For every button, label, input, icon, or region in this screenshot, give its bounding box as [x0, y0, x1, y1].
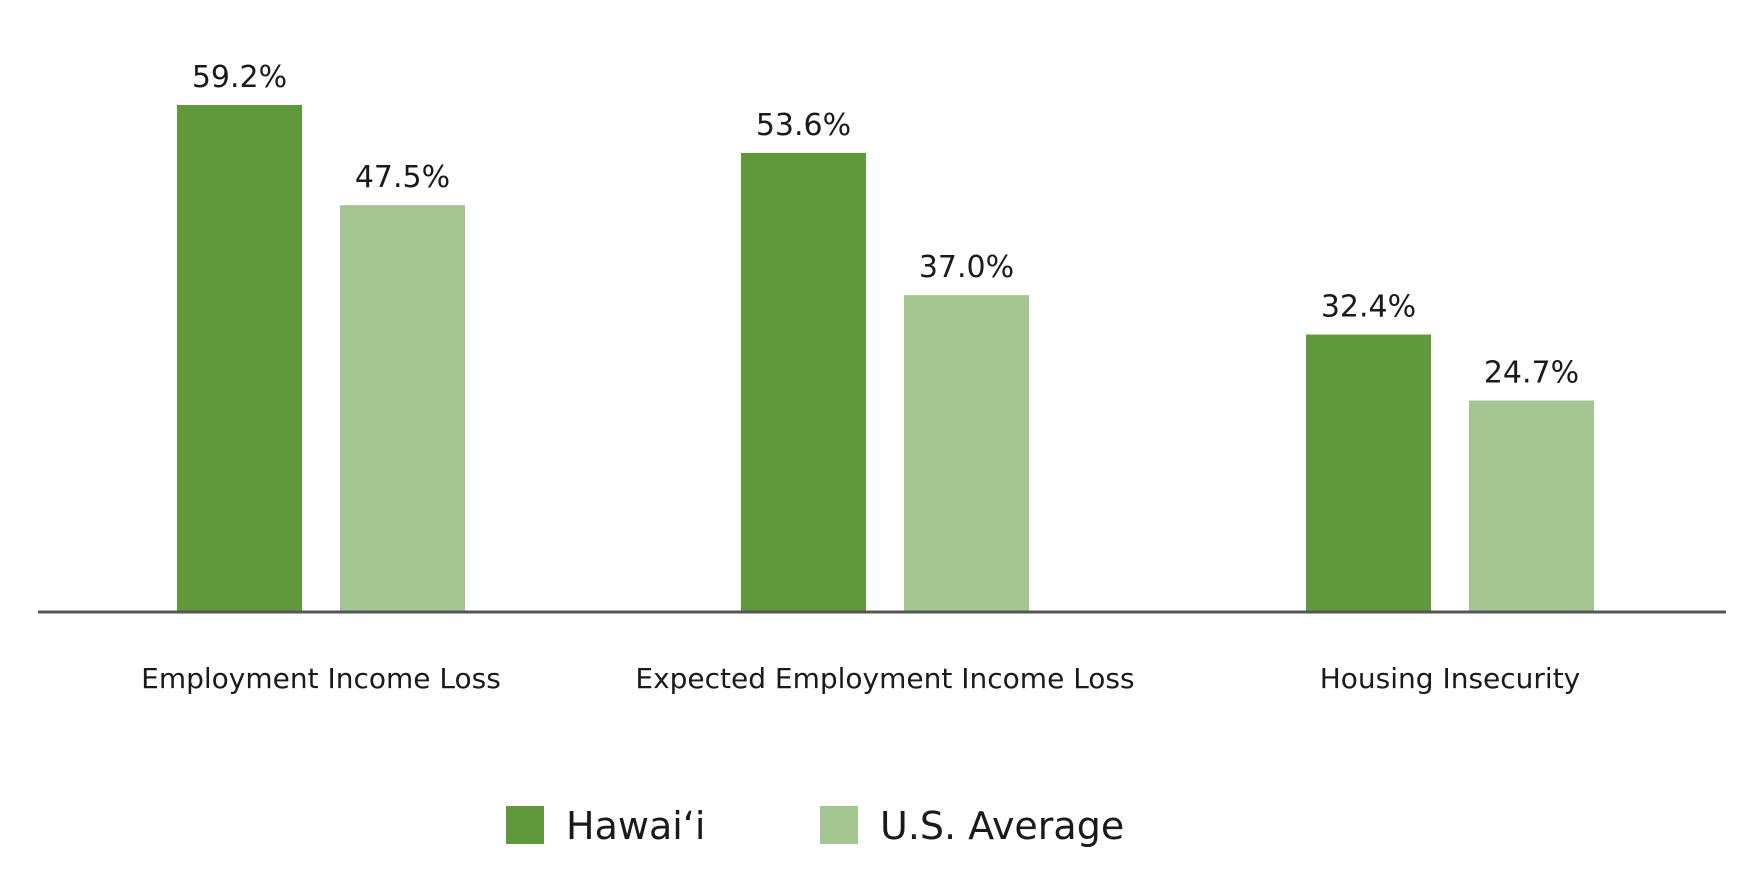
data-labels-layer: 59.2% 47.5% 53.6% 37.0% 32.4% 24.7% — [192, 60, 1579, 390]
legend: Hawai‘i U.S. Average — [506, 804, 1124, 848]
bar-hawaii-0 — [177, 105, 302, 612]
bar-us-average-0 — [340, 205, 465, 612]
data-label-hawaii-0: 59.2% — [192, 60, 287, 95]
legend-swatch-us-average — [820, 806, 858, 844]
category-label-0: Employment Income Loss — [141, 662, 501, 695]
bar-us-average-2 — [1469, 400, 1594, 612]
data-label-hawaii-2: 32.4% — [1321, 290, 1416, 325]
bar-hawaii-1 — [741, 152, 866, 612]
bar-us-average-1 — [904, 295, 1029, 612]
data-label-us-average-0: 47.5% — [355, 160, 450, 195]
bar-hawaii-2 — [1306, 334, 1431, 612]
data-label-us-average-2: 24.7% — [1484, 355, 1579, 390]
category-label-2: Housing Insecurity — [1320, 662, 1581, 695]
legend-swatch-hawaii — [506, 806, 544, 844]
data-label-hawaii-1: 53.6% — [756, 108, 851, 143]
data-label-us-average-1: 37.0% — [919, 250, 1014, 285]
category-labels-layer: Employment Income Loss Expected Employmen… — [141, 662, 1580, 695]
bars-layer — [177, 105, 1594, 612]
category-label-1: Expected Employment Income Loss — [635, 662, 1134, 695]
legend-label-hawaii: Hawai‘i — [566, 804, 705, 848]
legend-label-us-average: U.S. Average — [880, 804, 1124, 848]
